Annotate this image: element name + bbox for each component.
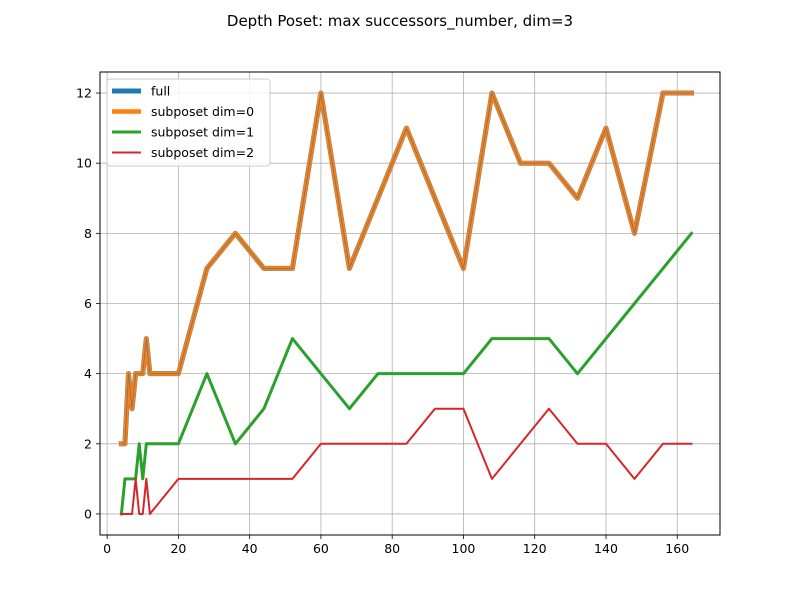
x-tick-label: 140	[594, 541, 618, 556]
x-tick-label: 120	[523, 541, 547, 556]
series-line-4	[120, 407, 693, 515]
x-tick-label: 80	[384, 541, 400, 556]
x-tick-label: 40	[242, 541, 258, 556]
full-series-overlap-edge	[121, 92, 692, 445]
x-tick-label: 20	[170, 541, 186, 556]
axis-ticks: 0 20 40 60 80 100 120 140 160 0 2 4 6 8 10 12	[76, 86, 689, 556]
x-tick-label: 0	[103, 541, 111, 556]
legend-label: subposet dim=0	[151, 104, 254, 119]
x-tick-label: 160	[665, 541, 689, 556]
legend-label: full	[151, 84, 170, 99]
legend: full subposet dim=0 subposet dim=1 subposet…	[106, 78, 271, 167]
legend-label: subposet dim=2	[151, 145, 254, 160]
x-tick-label: 60	[313, 541, 329, 556]
y-tick-label: 10	[76, 156, 92, 171]
y-tick-label: 12	[76, 86, 92, 101]
x-tick-label: 100	[452, 541, 476, 556]
y-tick-label: 4	[84, 366, 92, 381]
series-lines	[118, 90, 694, 516]
y-tick-label: 8	[84, 226, 92, 241]
y-tick-label: 6	[84, 296, 92, 311]
chart-title: Depth Poset: max successors_number, dim=…	[227, 12, 573, 31]
legend-label: subposet dim=1	[151, 125, 254, 140]
y-tick-label: 0	[84, 506, 92, 521]
y-tick-label: 2	[84, 436, 92, 451]
series-line-3	[119, 231, 694, 516]
legend-box	[106, 78, 271, 167]
